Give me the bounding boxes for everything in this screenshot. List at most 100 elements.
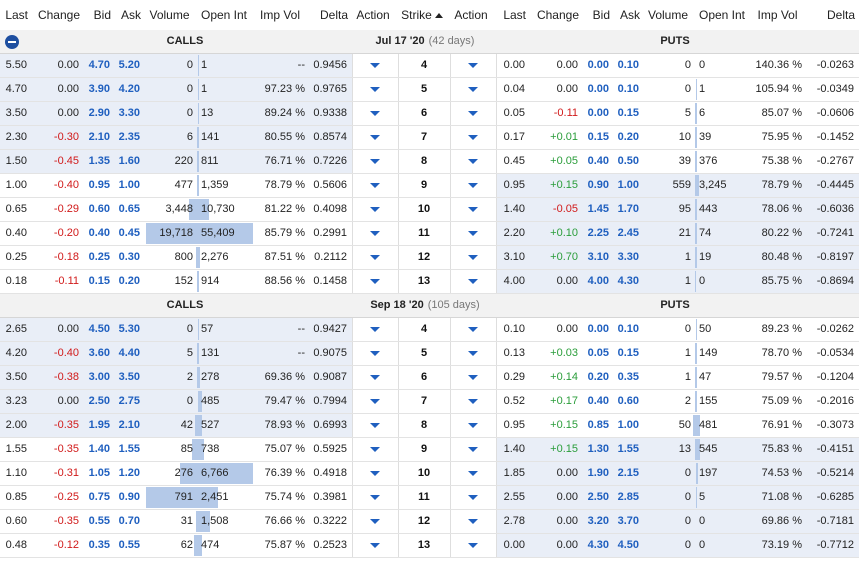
put-action-button[interactable] [450,462,496,485]
header-put-ask[interactable]: Ask [619,8,640,22]
header-put-last[interactable]: Last [503,8,526,22]
put-action-button[interactable] [450,318,496,341]
header-call-volume[interactable]: Volume [149,8,190,22]
header-call-change[interactable]: Change [37,8,80,22]
call-change: 0.00 [32,102,84,125]
call-action-button[interactable] [352,126,398,149]
volume-bar [192,439,198,460]
call-action-button[interactable] [352,342,398,365]
header-put-bid[interactable]: Bid [592,8,610,22]
cell-value: 0.5925 [313,443,347,455]
put-action-button[interactable] [450,54,496,77]
header-call-bid[interactable]: Bid [93,8,111,22]
call-action-button[interactable] [352,246,398,269]
table-row[interactable]: 5.50 0.00 4.70 5.20 0 1 -- 0.9456 4 0.00 0.00 0.00 0… [0,54,859,78]
cell-value: 0.70 [118,515,140,527]
header-call-open-int[interactable]: Open Int [200,8,248,22]
header-put-change[interactable]: Change [536,8,579,22]
call-action-button[interactable] [352,270,398,293]
put-action-button[interactable] [450,222,496,245]
put-action-button[interactable] [450,150,496,173]
table-row[interactable]: 0.25 -0.18 0.25 0.30 800 2,276 87.51 % 0.2112 12… [0,246,859,270]
call-action-button[interactable] [352,414,398,437]
put-action-button[interactable] [450,174,496,197]
volume-bar [198,511,210,532]
call-action-button[interactable] [352,486,398,509]
header-put-delta[interactable]: Delta [826,8,855,22]
cell-value: 0 [699,275,706,287]
call-action-button[interactable] [352,510,398,533]
header-call-ask[interactable]: Ask [120,8,141,22]
header-strike[interactable]: Strike [398,0,450,30]
header-call-action[interactable]: Action [356,8,390,22]
table-row[interactable]: 4.70 0.00 3.90 4.20 0 1 97.23 % 0.9765 5 0.04 0.00… [0,78,859,102]
volume-bar [695,151,696,172]
collapse-icon[interactable] [5,35,19,49]
table-row[interactable]: 2.30 -0.30 2.10 2.35 6 141 80.55 % 0.8574 7 0.17 +… [0,126,859,150]
table-row[interactable]: 2.65 0.00 4.50 5.30 0 57 -- 0.9427 4 0.10 0.00 0.00… [0,318,859,342]
call-action-button[interactable] [352,438,398,461]
call-action-button[interactable] [352,102,398,125]
call-action-button[interactable] [352,174,398,197]
put-action-button[interactable] [450,414,496,437]
put-action-button[interactable] [450,198,496,221]
table-row[interactable]: 0.85 -0.25 0.75 0.90 791 2,451 75.74 % 0.3981 11… [0,486,859,510]
header-call-delta[interactable]: Delta [319,8,348,22]
cell-value: 1.00 [5,179,27,191]
put-action-button[interactable] [450,534,496,557]
call-action-button[interactable] [352,366,398,389]
table-row[interactable]: 1.50 -0.45 1.35 1.60 220 811 76.71 % 0.7226 8 0.4… [0,150,859,174]
table-row[interactable]: 4.20 -0.40 3.60 4.40 5 131 -- 0.9075 5 0.13 +0.03 0… [0,342,859,366]
put-action-button[interactable] [450,270,496,293]
table-row[interactable]: 1.10 -0.31 1.05 1.20 276 6,766 76.39 % 0.4918 10… [0,462,859,486]
put-change: +0.03 [530,342,583,365]
put-action-button[interactable] [450,510,496,533]
call-action-button[interactable] [352,78,398,101]
call-action-button[interactable] [352,462,398,485]
cell-value: -0.11 [553,107,578,119]
header-put-imp-vol[interactable]: Imp Vol [757,8,798,22]
cell-value: -0.7712 [816,539,854,551]
call-action-button[interactable] [352,390,398,413]
put-action-button[interactable] [450,126,496,149]
put-action-button[interactable] [450,102,496,125]
caret-down-icon [468,327,478,332]
table-row[interactable]: 1.55 -0.35 1.40 1.55 85 738 75.07 % 0.5925 9 1.40… [0,438,859,462]
header-call-last[interactable]: Last [5,8,28,22]
table-row[interactable]: 3.50 -0.38 3.00 3.50 2 278 69.36 % 0.9087 6 0.29 +… [0,366,859,390]
table-row[interactable]: 1.00 -0.40 0.95 1.00 477 1,359 78.79 % 0.5606 9 0… [0,174,859,198]
put-action-button[interactable] [450,486,496,509]
call-action-button[interactable] [352,54,398,77]
put-action-button[interactable] [450,438,496,461]
cell-value: 0.00 [57,323,79,335]
put-volume: 5 [644,102,696,125]
call-action-button[interactable] [352,198,398,221]
table-row[interactable]: 0.40 -0.20 0.40 0.45 19,718 55,409 85.79 % 0.29… [0,222,859,246]
table-row[interactable]: 3.23 0.00 2.50 2.75 0 485 79.47 % 0.7994 7 0.52 +0… [0,390,859,414]
put-action-button[interactable] [450,342,496,365]
itm-shading [0,390,352,413]
caret-down-icon [370,279,380,284]
table-row[interactable]: 0.18 -0.11 0.15 0.20 152 914 88.56 % 0.1458 13 4.… [0,270,859,294]
put-action-button[interactable] [450,366,496,389]
table-row[interactable]: 2.00 -0.35 1.95 2.10 42 527 78.93 % 0.6993 8 0.95… [0,414,859,438]
put-action-button[interactable] [450,390,496,413]
call-action-button[interactable] [352,318,398,341]
header-put-open-int[interactable]: Open Int [698,8,746,22]
table-row[interactable]: 3.50 0.00 2.90 3.30 0 13 89.24 % 0.9338 6 0.05 -0.… [0,102,859,126]
header-call-imp-vol[interactable]: Imp Vol [259,8,301,22]
call-action-button[interactable] [352,150,398,173]
header-put-volume[interactable]: Volume [647,8,689,22]
put-action-button[interactable] [450,78,496,101]
table-row[interactable]: 0.65 -0.29 0.60 0.65 3,448 10,730 81.22 % 0.409… [0,198,859,222]
call-delta: 0.9087 [310,366,352,389]
header-put-action[interactable]: Action [454,8,488,22]
volume-bar [198,391,202,412]
table-row[interactable]: 0.48 -0.12 0.35 0.55 62 474 75.87 % 0.2523 13 0.0… [0,534,859,558]
call-open-int: 6,766 [198,462,254,485]
call-action-button[interactable] [352,534,398,557]
cell-value: -0.31 [53,467,79,479]
call-action-button[interactable] [352,222,398,245]
table-row[interactable]: 0.60 -0.35 0.55 0.70 31 1,508 76.66 % 0.3222 12 2… [0,510,859,534]
put-action-button[interactable] [450,246,496,269]
